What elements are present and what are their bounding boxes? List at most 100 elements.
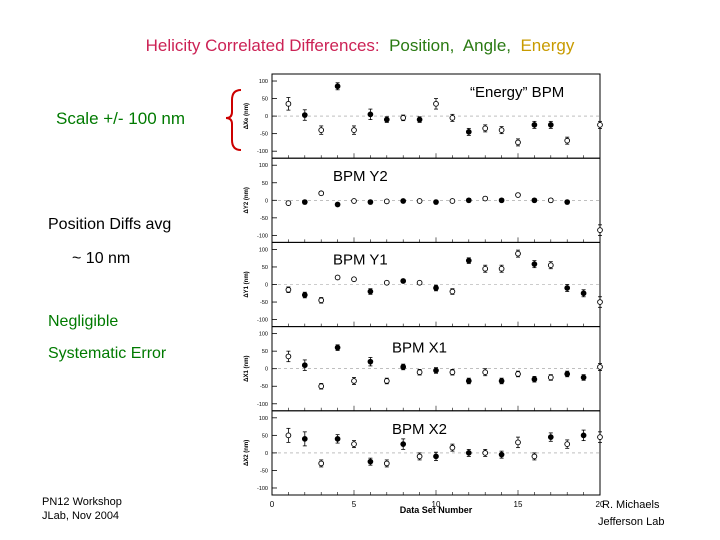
data-point-filled: [465, 378, 472, 384]
data-point-filled: [301, 199, 308, 205]
y-tick-label: -100: [257, 149, 268, 155]
data-point-filled: [547, 434, 554, 440]
data-point-filled: [433, 199, 439, 205]
data-point-filled: [498, 378, 505, 384]
data-point-open: [383, 198, 390, 205]
x-tick-label: 15: [514, 500, 523, 509]
data-point-filled: [564, 285, 571, 291]
data-point-filled: [301, 362, 308, 369]
data-point-open: [449, 369, 456, 376]
y-tick-label: 50: [262, 433, 268, 439]
y-tick-label: 50: [262, 181, 268, 187]
y-axis-label: ΔY2 (nm): [244, 187, 250, 213]
data-point-open: [597, 364, 603, 370]
data-point-open: [547, 374, 554, 381]
y-tick-label: -100: [257, 318, 268, 324]
data-point-open: [285, 432, 292, 439]
data-point-open: [416, 279, 423, 286]
data-point-filled: [531, 197, 538, 204]
data-point-filled: [547, 122, 554, 128]
data-point-filled: [367, 358, 374, 365]
y-tick-label: -50: [260, 300, 268, 306]
y-axis-label: ΔY1 (nm): [244, 271, 250, 297]
y-tick-label: -50: [260, 216, 268, 222]
data-point-open: [515, 439, 521, 446]
data-point-open: [351, 378, 357, 384]
data-point-open: [285, 353, 292, 360]
data-point-filled: [580, 374, 587, 381]
data-point-open: [416, 198, 423, 204]
scale-bracket: [225, 89, 242, 151]
data-point-filled: [416, 116, 423, 123]
data-point-filled: [367, 111, 374, 118]
data-point-filled: [301, 292, 308, 298]
y-tick-label: -100: [257, 233, 268, 239]
data-point-filled: [433, 367, 439, 374]
footer-workshop: PN12 Workshop: [42, 496, 122, 508]
data-point-open: [351, 198, 357, 204]
data-point-filled: [498, 451, 505, 458]
data-point-open: [351, 127, 357, 133]
y-tick-label: 100: [259, 332, 268, 338]
data-point-filled: [433, 453, 439, 460]
scale-label: Scale +/- 100 nm: [56, 109, 185, 128]
data-point-open: [564, 441, 571, 447]
y-tick-label: -100: [257, 402, 268, 408]
y-axis-label: ΔX2 (nm): [244, 440, 250, 466]
y-tick-label: 100: [259, 416, 268, 422]
data-point-open: [318, 190, 325, 197]
data-point-open: [449, 288, 456, 295]
data-point-open: [416, 453, 423, 460]
title-part-2: Position,: [389, 36, 455, 55]
data-point-open: [318, 460, 325, 467]
data-point-open: [400, 115, 407, 121]
data-point-filled: [301, 112, 308, 118]
y-tick-label: 50: [262, 97, 268, 103]
data-point-filled: [383, 116, 390, 123]
title-part-4: Energy: [520, 36, 575, 55]
data-point-filled: [334, 436, 341, 442]
data-point-open: [531, 453, 538, 460]
y-tick-label: 100: [259, 163, 268, 169]
y-tick-label: 100: [259, 247, 268, 253]
data-point-filled: [465, 257, 472, 264]
data-point-open: [515, 250, 521, 257]
data-point-open: [449, 198, 456, 204]
data-point-open: [334, 274, 341, 281]
y-tick-label: 0: [265, 283, 268, 289]
data-point-open: [383, 378, 390, 384]
x-tick-label: 10: [432, 500, 441, 509]
data-point-open: [482, 265, 489, 272]
data-point-filled: [465, 197, 472, 204]
x-tick-label: 20: [596, 500, 605, 509]
data-point-filled: [400, 364, 407, 370]
data-point-filled: [400, 441, 407, 447]
data-point-open: [449, 444, 456, 451]
approx-10nm-label: ~ 10 nm: [72, 250, 131, 267]
y-tick-label: 0: [265, 451, 268, 457]
data-point-open: [383, 279, 390, 286]
y-axis-label: ΔXe (nm): [244, 103, 250, 129]
data-point-filled: [367, 199, 374, 205]
y-tick-label: 0: [265, 367, 268, 373]
data-point-filled: [334, 344, 341, 351]
data-point-open: [351, 276, 357, 283]
x-axis-label: Data Set Number: [400, 505, 473, 515]
data-point-open: [498, 265, 505, 272]
data-point-filled: [580, 290, 587, 297]
data-point-open: [597, 227, 603, 233]
title-part-1: Helicity Correlated Differences:: [145, 36, 380, 55]
panel-annotation: BPM Y2: [333, 168, 388, 185]
data-point-open: [515, 139, 521, 146]
slide-title: Helicity Correlated Differences: Positio…: [0, 36, 720, 56]
y-tick-label: 0: [265, 114, 268, 120]
footer-date: JLab, Nov 2004: [42, 510, 120, 522]
position-diffs-label: Position Diffs avg: [48, 216, 172, 233]
data-point-filled: [564, 371, 571, 377]
data-point-open: [318, 127, 325, 133]
data-point-filled: [531, 122, 538, 128]
panel-annotation: BPM Y1: [333, 251, 388, 268]
footer-lab: Jefferson Lab: [598, 516, 665, 528]
data-point-filled: [433, 285, 439, 291]
